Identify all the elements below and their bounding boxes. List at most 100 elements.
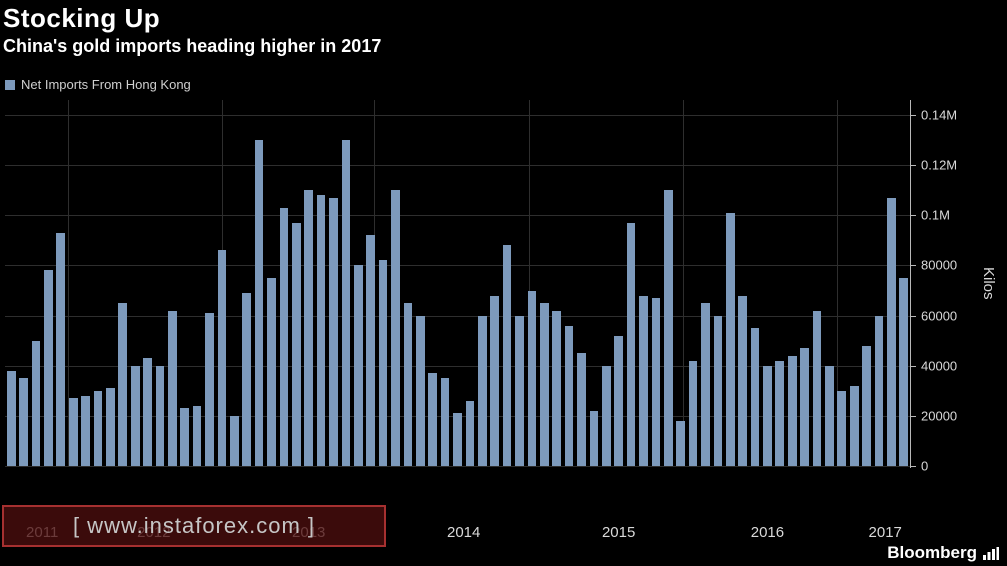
bloomberg-chart-icon [983, 546, 999, 560]
y-gridline [5, 115, 910, 117]
bar [205, 313, 214, 466]
bar [601, 365, 611, 466]
y-axis-label: 20000 [921, 408, 958, 424]
bar [168, 310, 177, 466]
bar [527, 290, 537, 466]
bar [614, 335, 623, 466]
x-gridline [836, 100, 838, 466]
x-axis-label: 2016 [750, 524, 785, 541]
bar [44, 270, 53, 466]
bloomberg-wordmark: Bloomberg [887, 543, 977, 562]
y-gridline [5, 215, 910, 217]
bar [800, 348, 809, 466]
bar [19, 378, 28, 466]
y-axis-tick [911, 466, 916, 467]
bar [118, 303, 128, 466]
bar [750, 328, 760, 466]
bar [564, 325, 574, 466]
bar [155, 365, 165, 466]
x-axis-label: 2017 [868, 524, 902, 541]
y-axis-label: 0 [921, 458, 929, 474]
bar [812, 310, 822, 466]
x-gridline [529, 100, 531, 466]
bar [725, 212, 735, 466]
bar [316, 195, 326, 466]
bar [143, 358, 152, 466]
bar [738, 295, 747, 466]
plot-area [5, 100, 910, 467]
x-axis-label: 2015 [601, 524, 636, 541]
y-axis-tick [911, 115, 916, 117]
bar [415, 315, 425, 466]
bar [31, 340, 41, 466]
bar [651, 298, 661, 466]
legend: Net Imports From Hong Kong [5, 77, 191, 92]
y-axis-tick [911, 365, 916, 367]
bar [539, 303, 549, 466]
y-axis-label: 0.14M [921, 107, 958, 123]
legend-swatch-icon [5, 79, 15, 90]
y-axis-tick [911, 415, 916, 417]
bar [366, 235, 376, 466]
bar [837, 390, 847, 466]
bar [899, 278, 909, 466]
bar [56, 232, 66, 466]
bar [329, 197, 338, 466]
y-gridline [5, 165, 910, 167]
bar [180, 408, 190, 466]
y-axis-tick [911, 315, 916, 317]
bar [391, 190, 400, 466]
bar [775, 360, 785, 466]
chart-title: Stocking Up [3, 3, 161, 33]
bar [353, 265, 363, 466]
watermark: [ www.instaforex.com ] [2, 505, 386, 547]
bar [515, 315, 524, 466]
y-axis-line [910, 100, 911, 468]
chart-subtitle: China's gold imports heading higher in 2… [3, 36, 382, 56]
bar [453, 413, 462, 466]
bar [341, 140, 351, 466]
y-gridline [5, 466, 910, 467]
bar [465, 400, 475, 466]
bar [192, 405, 202, 466]
bar [688, 360, 698, 466]
y-axis-label: 80000 [921, 257, 958, 273]
bar [440, 378, 450, 466]
bar [477, 315, 487, 466]
bar [887, 197, 896, 466]
bar [849, 385, 859, 466]
bar [589, 410, 599, 466]
bar [626, 222, 636, 466]
bar [874, 315, 884, 466]
bar [713, 315, 723, 466]
y-axis-label: 0.1M [921, 207, 950, 223]
y-axis-label: 60000 [921, 308, 958, 324]
legend-label: Net Imports From Hong Kong [21, 77, 191, 92]
bar [552, 310, 561, 466]
bar [267, 278, 276, 466]
y-gridline [5, 315, 910, 317]
bar [787, 355, 797, 466]
bar [106, 388, 115, 466]
y-axis-title: Kilos [980, 266, 997, 300]
bar [676, 420, 685, 466]
y-axis-tick [911, 265, 916, 267]
bar [825, 365, 834, 466]
bloomberg-logo: Bloomberg [887, 543, 999, 563]
bar [403, 303, 413, 466]
bar [93, 390, 103, 466]
y-gridline [5, 365, 910, 367]
bar [230, 415, 239, 466]
bar [639, 295, 648, 466]
bar [68, 398, 78, 466]
bar [763, 365, 772, 466]
bar [130, 365, 140, 466]
bar [291, 222, 301, 466]
bar [701, 303, 710, 466]
bar [490, 295, 500, 466]
bar [577, 353, 586, 466]
bar [279, 207, 289, 466]
y-axis-label: 40000 [921, 358, 958, 374]
bar [663, 190, 673, 466]
x-gridline [68, 100, 70, 466]
